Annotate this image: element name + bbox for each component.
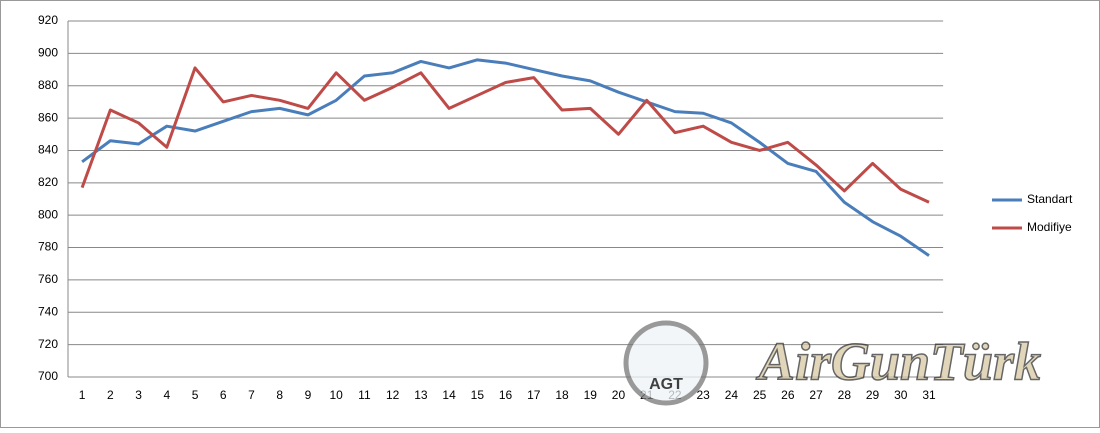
legend-label: Standart [1027, 192, 1073, 206]
badge-circle [623, 320, 709, 406]
y-tick-label: 720 [38, 337, 58, 351]
x-tick-label: 7 [248, 388, 255, 402]
x-tick-label: 19 [584, 388, 598, 402]
x-tick-label: 26 [781, 388, 795, 402]
y-tick-label: 700 [38, 369, 58, 383]
x-tick-label: 8 [276, 388, 283, 402]
x-tick-label: 11 [358, 388, 371, 402]
y-tick-label: 820 [38, 175, 58, 189]
watermark-text: AirGunTürk [756, 331, 1041, 391]
y-tick-label: 740 [38, 304, 58, 318]
y-tick-label: 920 [38, 13, 58, 27]
x-tick-label: 12 [386, 388, 400, 402]
line-series [80, 66, 930, 204]
x-tick-label: 1 [79, 388, 86, 402]
line-series [81, 58, 930, 257]
y-tick-label: 840 [38, 143, 58, 157]
x-tick-label: 20 [612, 388, 626, 402]
y-tick-label: 880 [38, 78, 58, 92]
x-tick-label: 5 [192, 388, 199, 402]
x-tick-label: 15 [471, 388, 485, 402]
badge-text: AGT [649, 376, 683, 393]
y-tick-label: 800 [38, 207, 58, 221]
x-tick-label: 27 [809, 388, 823, 402]
watermark: AGT AirGunTürk [623, 320, 1042, 406]
y-tick-label: 780 [38, 240, 58, 254]
legend-label: Modifiye [1027, 220, 1072, 234]
x-tick-label: 3 [135, 388, 142, 402]
x-tick-label: 13 [414, 388, 428, 402]
x-tick-label: 23 [696, 388, 710, 402]
x-tick-label: 29 [866, 388, 880, 402]
y-tick-label: 860 [38, 110, 58, 124]
x-tick-label: 17 [527, 388, 541, 402]
x-tick-label: 25 [753, 388, 767, 402]
x-tick-label: 30 [894, 388, 908, 402]
x-tick-label: 18 [555, 388, 569, 402]
x-tick-label: 16 [499, 388, 513, 402]
x-tick-label: 31 [922, 388, 936, 402]
x-tick-label: 14 [442, 388, 456, 402]
y-tick-label: 900 [38, 46, 58, 60]
x-tick-label: 9 [305, 388, 312, 402]
x-tick-label: 28 [838, 388, 852, 402]
x-tick-label: 6 [220, 388, 227, 402]
y-tick-label: 760 [38, 272, 58, 286]
x-tick-label: 10 [330, 388, 344, 402]
x-tick-label: 4 [163, 388, 170, 402]
x-tick-label: 24 [725, 388, 739, 402]
x-tick-label: 2 [107, 388, 114, 402]
